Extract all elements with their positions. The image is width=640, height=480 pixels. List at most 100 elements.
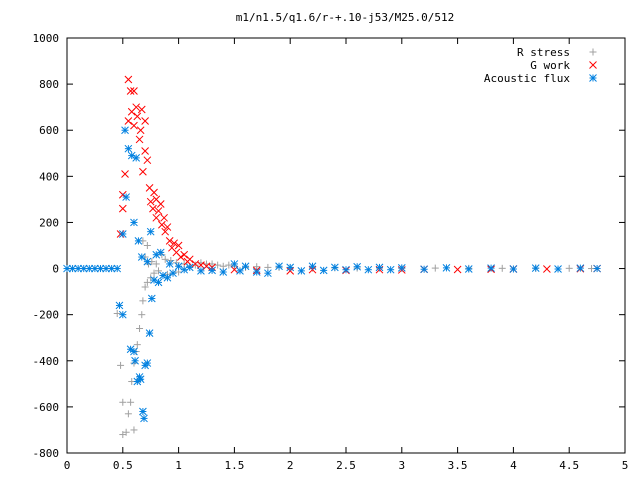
x-tick-label: 5: [622, 459, 629, 472]
x-tick-label: 1.5: [224, 459, 244, 472]
data-point: [131, 356, 139, 365]
data-point: [161, 227, 170, 236]
data-point: [543, 265, 551, 273]
data-point: [219, 268, 228, 276]
data-point: [236, 267, 244, 275]
data-point: [121, 170, 129, 178]
data-point: [158, 220, 166, 229]
data-point: [397, 264, 406, 272]
data-point: [138, 311, 146, 319]
y-tick-label: 600: [39, 124, 59, 137]
data-point: [308, 262, 317, 271]
y-tick-label: 1000: [33, 32, 60, 45]
series-1: [116, 75, 601, 275]
data-point: [119, 398, 127, 406]
x-tick-label: 4: [510, 459, 517, 472]
data-point: [124, 410, 132, 418]
data-point: [136, 325, 144, 332]
data-point: [141, 283, 149, 291]
y-axis-ticks: -800 -600 -400 -200 0 200 400 600 800 1000: [33, 32, 625, 460]
data-point: [126, 87, 135, 95]
data-point: [122, 193, 131, 201]
y-tick-label: 400: [39, 170, 59, 183]
data-point: [174, 262, 183, 271]
x-tick-label: 1: [175, 459, 182, 472]
data-point: [420, 265, 428, 274]
data-point: [241, 262, 250, 271]
data-point: [214, 261, 222, 269]
data-point: [150, 269, 158, 277]
data-point: [156, 248, 165, 257]
data-point: [165, 237, 174, 245]
data-point: [150, 188, 158, 197]
data-point: [576, 264, 585, 272]
data-point: [161, 255, 169, 263]
data-point: [156, 200, 165, 208]
legend-label: R stress: [517, 46, 570, 59]
data-point: [127, 398, 135, 406]
data-point: [132, 154, 141, 162]
data-point: [137, 253, 146, 261]
data-point: [115, 301, 124, 310]
data-point: [137, 105, 146, 114]
x-tick-label: 4.5: [559, 459, 579, 472]
data-point: [225, 261, 233, 269]
data-point: [487, 264, 495, 272]
data-point: [453, 265, 462, 274]
legend-marker: [589, 48, 597, 56]
data-point: [464, 265, 473, 273]
data-point: [297, 267, 306, 275]
y-tick-label: 0: [52, 263, 59, 276]
data-point: [593, 264, 601, 273]
data-point: [91, 264, 99, 273]
data-point: [160, 213, 168, 222]
data-point: [342, 265, 350, 274]
data-point: [130, 121, 138, 130]
data-point: [155, 267, 163, 275]
data-point: [121, 126, 129, 135]
data-point: [118, 204, 127, 213]
x-tick-label: 0: [64, 459, 71, 472]
data-point: [130, 347, 138, 356]
data-point: [143, 242, 151, 249]
data-point: [113, 310, 121, 318]
data-point: [170, 239, 178, 248]
data-point: [208, 260, 216, 268]
plot-points: [63, 75, 601, 439]
legend-label: G work: [530, 59, 570, 72]
legend-marker: [589, 61, 597, 69]
legend-marker: [589, 74, 597, 82]
series-2: [63, 126, 601, 423]
data-point: [152, 213, 161, 222]
data-point: [122, 428, 130, 436]
data-point: [386, 265, 395, 274]
data-point: [118, 310, 127, 319]
data-point: [174, 241, 183, 250]
x-axis-ticks: 0 0.5 1 1.5 2 2.5 3 3.5 4 4.5 5: [64, 38, 629, 472]
data-point: [143, 156, 152, 165]
data-point: [117, 361, 125, 369]
y-tick-label: -600: [33, 401, 60, 414]
data-point: [124, 75, 133, 84]
x-tick-label: 2: [287, 459, 294, 472]
data-point: [139, 297, 147, 305]
data-point: [146, 227, 155, 236]
data-point: [531, 264, 540, 272]
data-point: [185, 263, 194, 272]
data-point: [197, 267, 205, 275]
y-tick-label: -800: [33, 447, 60, 460]
data-point: [154, 278, 163, 287]
x-tick-label: 0.5: [113, 459, 133, 472]
data-point: [163, 273, 172, 282]
data-point: [134, 237, 143, 245]
data-point: [143, 278, 151, 286]
data-point: [319, 266, 328, 275]
data-point: [124, 117, 133, 125]
data-point: [169, 269, 177, 278]
data-point: [498, 264, 506, 272]
data-point: [113, 264, 122, 273]
data-point: [143, 359, 152, 367]
data-point: [118, 230, 127, 238]
